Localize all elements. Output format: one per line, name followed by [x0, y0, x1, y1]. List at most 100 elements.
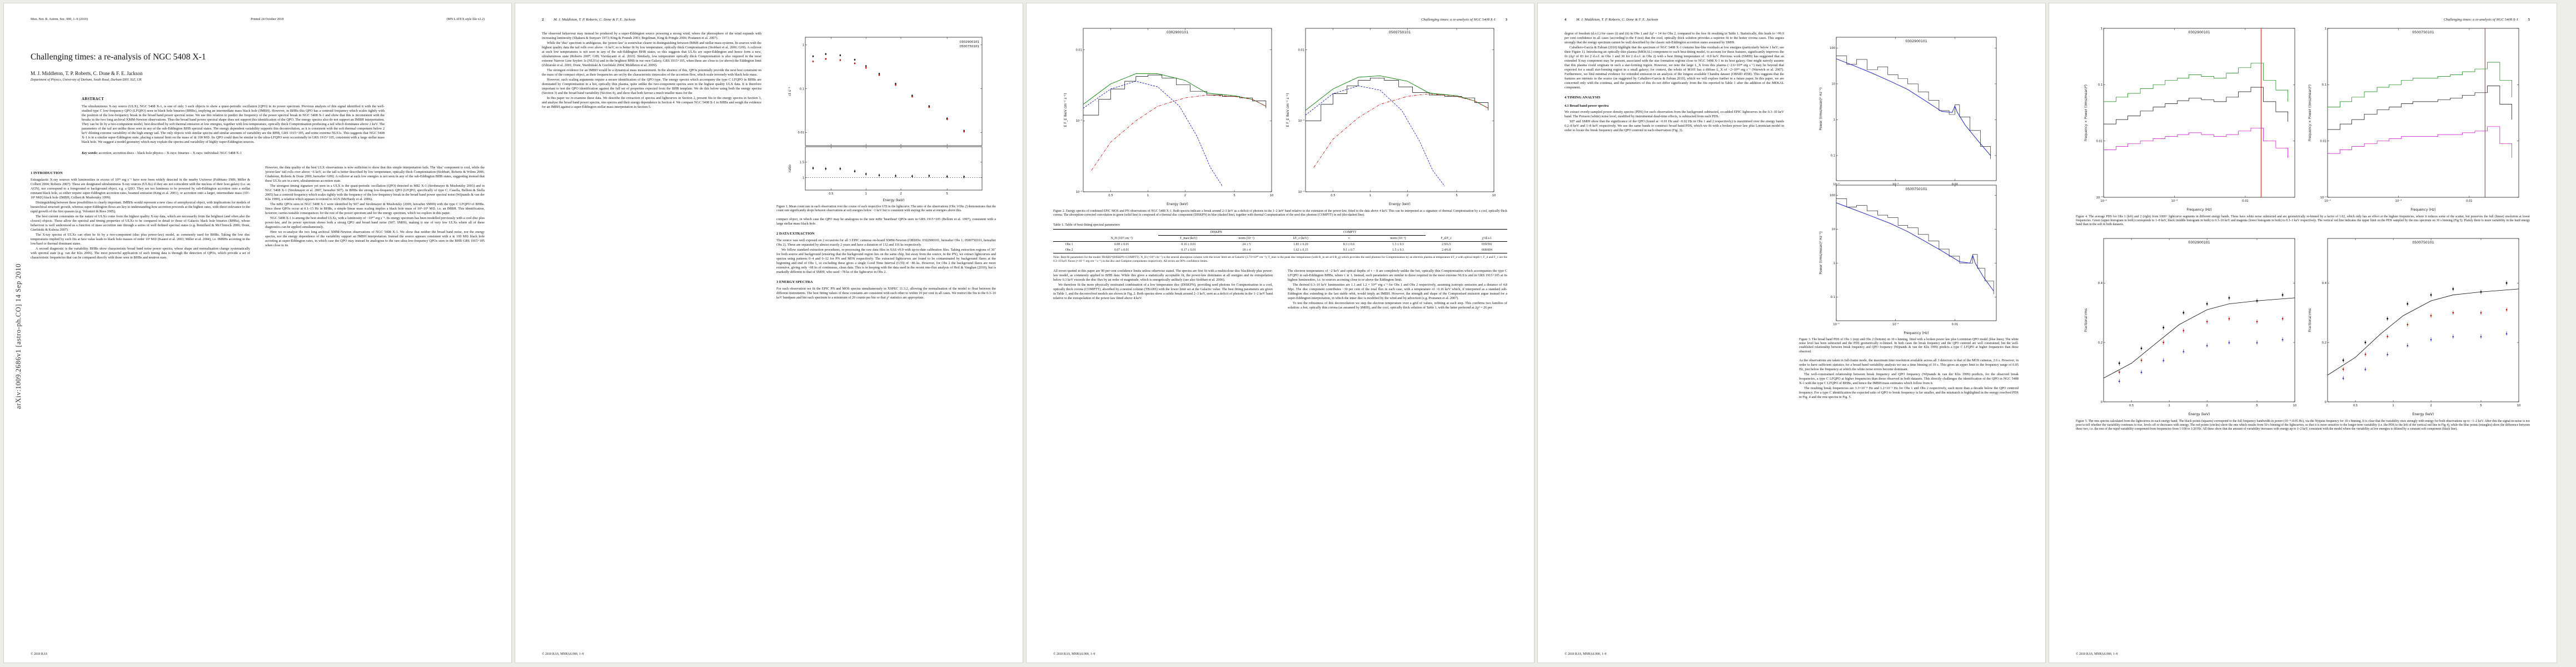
table-header: norm (10⁻²): [1219, 235, 1274, 242]
page3-columns: All errors quoted in this paper are 90 p…: [1053, 269, 1507, 311]
svg-text:0: 0: [2324, 400, 2326, 404]
svg-text:0302900101: 0302900101: [1166, 31, 1188, 34]
svg-text:Power ((rms/mean)² Hz⁻¹): Power ((rms/mean)² Hz⁻¹): [1819, 87, 1823, 130]
svg-text:10⁻⁴: 10⁻⁴: [1075, 191, 1082, 194]
running-title: Challenging times: a re-analysis of NGC …: [1421, 18, 1496, 22]
author-list: M. J. Middleton, T. P. Roberts, C. Done …: [31, 71, 143, 76]
section-heading-introduction: 1 INTRODUCTION: [31, 171, 63, 175]
svg-text:0.2: 0.2: [2098, 341, 2102, 345]
body-paragraph: In this paper we re-examine these data. …: [542, 96, 761, 109]
table-group-diskpn: DISKPN: [1158, 229, 1274, 236]
page3-right-column: The electron temperatures of ~2 keV and …: [1288, 269, 1507, 311]
svg-text:1: 1: [1833, 118, 1835, 122]
table-cell: 668/604: [1482, 248, 1493, 252]
svg-text:10: 10: [2293, 404, 2297, 407]
svg-text:100: 100: [1830, 194, 1835, 197]
table-cell: 18 ± 4: [1242, 248, 1251, 252]
svg-text:ratio: ratio: [788, 165, 792, 172]
keywords-line: Key words: accretion, accretion discs – …: [82, 151, 385, 156]
page1-right-column: However, the data quality of the best UL…: [265, 166, 485, 261]
svg-text:5: 5: [2480, 404, 2482, 407]
svg-text:0.1: 0.1: [799, 87, 804, 91]
figure5-caption: Figure 5. The rms spectra calculated fro…: [2076, 419, 2530, 431]
svg-text:0.1: 0.1: [2098, 83, 2102, 87]
svg-text:10⁻³: 10⁻³: [2096, 196, 2102, 200]
body-paragraph: The strongest timing signature yet seen …: [265, 184, 485, 201]
svg-text:0500750101: 0500750101: [1389, 31, 1411, 34]
body-paragraph: All errors quoted in this paper are 90 p…: [1053, 268, 1273, 282]
svg-text:0.01: 0.01: [2096, 140, 2103, 143]
page3-left-column: All errors quoted in this paper are 90 p…: [1053, 269, 1273, 311]
table-cell: Obs 1: [1065, 243, 1073, 247]
table-header: F_d/F_c: [1426, 235, 1467, 242]
body-paragraph: To test the robustness of this deconvolu…: [1288, 301, 1507, 310]
svg-text:1: 1: [1369, 194, 1371, 197]
table-header: kT_e (keV): [1274, 235, 1328, 242]
svg-text:10⁻³: 10⁻³: [1892, 183, 1898, 186]
svg-text:0.1: 0.1: [2321, 83, 2326, 87]
page2-left-column: The observed behaviour may instead be pr…: [542, 32, 761, 301]
svg-text:0.5: 0.5: [1108, 194, 1113, 197]
svg-text:1: 1: [865, 192, 866, 196]
body-paragraph: The source was well exposed on 2 occasio…: [776, 238, 996, 247]
body-paragraph: Caballero-García & Fabian (2010) highlig…: [1564, 46, 1784, 89]
svg-text:5: 5: [2256, 404, 2258, 407]
svg-text:2: 2: [2206, 404, 2208, 407]
table-header: χ²/d.o.f.: [1467, 235, 1507, 242]
svg-text:Fractional rms: Fractional rms: [2084, 308, 2088, 332]
affiliation: Department of Physics, University of Dur…: [31, 78, 142, 82]
svg-text:10: 10: [2517, 404, 2520, 407]
svg-text:2: 2: [2430, 404, 2431, 407]
table-cell: 2.4/6.8: [1442, 248, 1451, 252]
page-footer: © 2010 RAS: [31, 653, 48, 656]
figure-4: 10⁻⁴ 10⁻³ 0.01 10⁻³ 0.01 0.1 1 Frequency (Hz) Fr…: [2076, 23, 2530, 227]
svg-text:Fractional rms: Fractional rms: [2308, 308, 2312, 332]
figure2-obs1-spectrum: 0.5 1 2 5 10 10⁻⁴ 10⁻³ 0.01 Energy (keV) E F_E (k…: [1064, 28, 1273, 206]
svg-text:1: 1: [2101, 27, 2102, 31]
table-cell: 2.9/6.5: [1442, 243, 1451, 247]
table-header: τ: [1327, 235, 1371, 242]
svg-text:0.1: 0.1: [1830, 296, 1835, 299]
arxiv-stamp: arXiv:1009.2686v1 [astro-ph.CO] 14 Sep 2…: [14, 263, 22, 409]
table-cell: 0.07 ± 0.01: [1114, 248, 1129, 252]
page-number: 4: [1564, 18, 1567, 22]
svg-text:10: 10: [1831, 228, 1835, 231]
keywords-label: Key words:: [82, 151, 98, 155]
body-paragraph: A second diagnostic is the variability. …: [31, 247, 250, 260]
style-line: (MN LATEX style file v2.2): [446, 18, 485, 21]
figure5-obs2-rms-spectrum: 0.5 1 2 5 10 0 0.2 0.4 Energy (keV) Fractional rm…: [2308, 238, 2520, 416]
body-paragraph: We extract evenly-sampled power density …: [1564, 110, 1784, 118]
svg-text:0.5: 0.5: [2353, 404, 2358, 407]
svg-text:Energy (keV): Energy (keV): [1167, 202, 1188, 206]
svg-text:0302900101: 0302900101: [1905, 39, 1927, 43]
svg-text:0.01: 0.01: [1075, 48, 1082, 52]
svg-text:Energy (keV): Energy (keV): [2412, 412, 2434, 416]
svg-text:0.5: 0.5: [829, 192, 833, 196]
svg-text:2: 2: [900, 192, 901, 196]
svg-text:0.2: 0.2: [2321, 341, 2326, 345]
svg-text:1: 1: [802, 44, 804, 47]
svg-text:0500750101: 0500750101: [2412, 31, 2434, 34]
table-cell: 0.08 ± 0.01: [1114, 243, 1129, 247]
body-paragraph: The observed behaviour may instead be pr…: [542, 32, 761, 40]
running-authors: M. J. Middleton, T. P. Roberts, C. Done …: [553, 18, 636, 22]
page-number: 3: [1505, 18, 1507, 22]
page-footer: © 2010 RAS, MNRAS 000, 1–9: [2076, 653, 2118, 656]
body-paragraph: The best current constraints on the natu…: [31, 215, 250, 232]
svg-text:5: 5: [946, 192, 948, 196]
svg-text:10: 10: [1831, 83, 1835, 86]
abstract-block: ABSTRACT The ultraluminous X-ray source …: [82, 97, 385, 145]
table-cell: 0.17 ± 0.01: [1181, 248, 1196, 252]
page-2: 2 M. J. Middleton, T. P. Roberts, C. Don…: [515, 3, 1023, 663]
running-head: Challenging times: a re-analysis of NGC …: [2076, 18, 2530, 22]
svg-text:1: 1: [2169, 404, 2170, 407]
section-heading-energy-spectra: 3 ENERGY SPECTRA: [776, 280, 813, 285]
svg-text:0.01: 0.01: [1951, 183, 1958, 186]
body-paragraph: The X-ray spectra of ULXs can often be f…: [31, 233, 250, 246]
page4-left-column: degree of freedom (d.o.f.) for cases (i)…: [1564, 32, 1784, 400]
svg-text:0500750101: 0500750101: [1905, 187, 1927, 191]
figure2-caption: Figure 2. Energy spectra of combined EPI…: [1053, 210, 1507, 217]
